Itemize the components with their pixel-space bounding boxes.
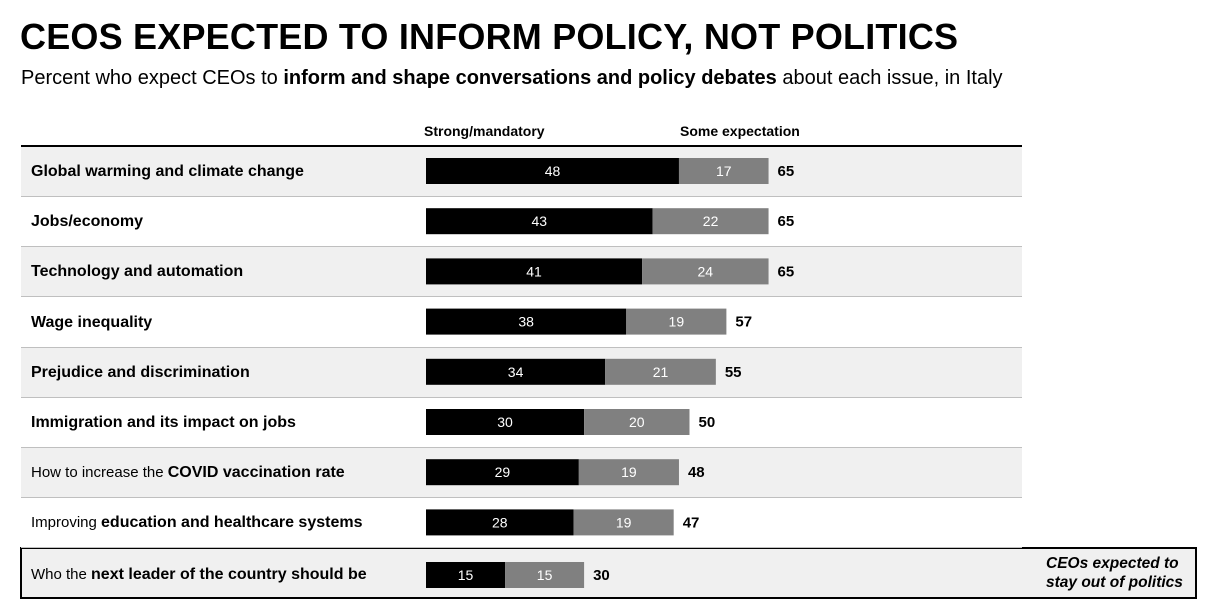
row-label-bold: Immigration and its impact on jobs (31, 414, 296, 431)
bar-total-label: 48 (688, 464, 705, 481)
subtitle-post: about each issue, in Italy (776, 67, 1003, 89)
row-label: Immigration and its impact on jobs (31, 398, 296, 448)
row-label: Jobs/economy (31, 197, 143, 247)
row-label-bold: Global warming and climate change (31, 163, 304, 180)
bar-some-label: 19 (669, 314, 685, 330)
bar-total-label: 30 (593, 567, 610, 584)
bar-strong-label: 34 (508, 364, 524, 380)
row-label-bold: Jobs/economy (31, 213, 144, 231)
bar-some-label: 22 (703, 213, 719, 229)
bar-total-label: 50 (699, 414, 716, 431)
row-label: Prejudice and discrimination (31, 348, 250, 398)
table-row (21, 298, 1022, 348)
page-title: CEOS EXPECTED TO INFORM POLICY, NOT POLI… (20, 16, 959, 57)
table-row (21, 197, 1022, 248)
bar-strong (426, 509, 574, 536)
bar-total-label: 65 (778, 263, 795, 280)
bar-strong-label: 48 (545, 163, 561, 179)
bar-total-label: 65 (778, 213, 795, 230)
bar-some (505, 562, 585, 588)
row-label-pre: How to increase the (31, 464, 168, 482)
bar-total-label: 65 (778, 163, 795, 180)
subtitle-pre: Percent who expect CEOs to (21, 67, 284, 89)
bar-some (584, 409, 690, 435)
bar-some-label: 17 (716, 163, 732, 179)
politics-note-line1: CEOs expected to (1046, 555, 1179, 572)
bar-total-label: 57 (735, 314, 752, 331)
bar-some (578, 459, 679, 486)
bar-strong-label: 43 (532, 213, 548, 229)
bar-strong (426, 459, 579, 486)
row-label: Wage inequality (31, 298, 152, 348)
table-row (21, 398, 1022, 448)
row-label: Improving education and healthcare syste… (31, 498, 362, 548)
row-label: Technology and automation (31, 247, 243, 297)
row-label: Who the next leader of the country shoul… (31, 550, 367, 600)
bar-strong-label: 15 (458, 567, 474, 583)
bar-strong (426, 258, 643, 285)
politics-note-line2: stay out of politics (1046, 574, 1183, 591)
bar-some (605, 358, 716, 385)
row-label-bold: COVID vaccination rate (167, 464, 345, 482)
legend-strong: Strong/mandatory (424, 123, 545, 139)
bar-some (573, 509, 674, 536)
subtitle-bold: inform and shape conversations and polic… (283, 67, 777, 89)
table-row (21, 498, 1022, 549)
bar-some (652, 208, 769, 235)
bar-total-label: 47 (683, 514, 700, 531)
row-label: How to increase the COVID vaccination ra… (31, 448, 345, 498)
bar-strong (426, 562, 506, 588)
row-label-bold: next leader of the country should be (91, 566, 367, 583)
bar-some-label: 20 (629, 414, 645, 430)
bar-strong-label: 30 (497, 414, 513, 430)
bar-strong (426, 208, 653, 235)
row-label-bold: education and healthcare systems (101, 514, 363, 532)
bar-strong (426, 409, 585, 435)
row-label-pre: Who the (31, 566, 92, 583)
bar-total-label: 55 (725, 364, 742, 381)
bar-strong-label: 38 (518, 314, 534, 330)
bar-some (626, 308, 727, 335)
row-label: Global warming and climate change (31, 147, 304, 197)
bar-some-label: 19 (621, 464, 637, 480)
bar-some (642, 258, 769, 285)
bar-some-label: 24 (698, 263, 714, 279)
row-label-bold: Technology and automation (31, 263, 244, 281)
bar-strong (426, 308, 627, 335)
bar-strong-label: 29 (495, 464, 511, 480)
bar-some-label: 19 (616, 514, 632, 530)
header-rule (21, 145, 1022, 147)
row-label-bold: Wage inequality (31, 313, 153, 331)
politics-note: CEOs expected to stay out of politics (1046, 554, 1191, 592)
bar-strong-label: 28 (492, 514, 508, 530)
bar-some (678, 158, 769, 184)
bar-strong (426, 158, 679, 184)
page-subtitle: Percent who expect CEOs to inform and sh… (21, 67, 1003, 90)
row-label-pre: Improving (31, 514, 102, 532)
bar-strong-label: 41 (526, 263, 542, 279)
row-label-bold: Prejudice and discrimination (31, 363, 250, 381)
legend-some: Some expectation (680, 123, 800, 139)
bar-some-label: 15 (537, 567, 553, 583)
bar-some-label: 21 (653, 364, 669, 380)
bar-strong (426, 358, 606, 385)
